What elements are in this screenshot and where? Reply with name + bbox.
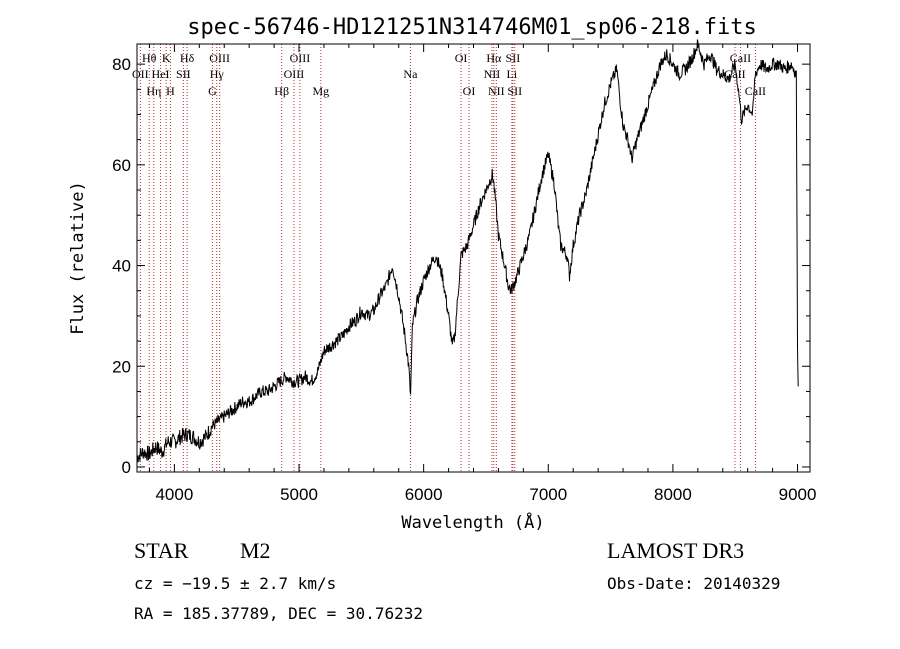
x-tick-label: 9000 [779,485,817,504]
line-label: Li [507,67,518,81]
line-label: SII [507,84,522,98]
line-label: SII [176,67,191,81]
spectrum-line [136,39,799,463]
y-tick-label: 0 [122,458,131,477]
line-label: OI [463,84,476,98]
y-tick-label: 20 [112,357,131,376]
y-axis-ticks: 0 20 40 60 80 [112,55,810,477]
y-tick-label: 40 [112,257,131,276]
y-axis-label: Flux (relative) [68,181,88,335]
obs-date: Obs-Date: 20140329 [607,574,781,593]
line-label: G [208,84,217,98]
x-tick-label: 7000 [529,485,567,504]
line-label: NII [484,67,501,81]
line-label: H [166,84,175,98]
x-axis-ticks: 4000 5000 6000 7000 8000 9000 [148,44,817,504]
object-class: STAR [134,538,189,563]
line-label: CaII [745,84,766,98]
line-label: OIII [290,51,311,65]
line-label: OI [455,51,468,65]
line-label: OII [132,67,149,81]
chart-title: spec-56746-HD121251N314746M01_sp06-218.f… [187,15,757,40]
line-label: Hα [486,51,502,65]
line-label: SII [506,51,521,65]
coordinates: RA = 185.37789, DEC = 30.76232 [134,604,423,623]
line-label: Na [403,67,418,81]
redshift-value: cz = −19.5 ± 2.7 km/s [134,574,337,593]
line-label: Hδ [180,51,195,65]
x-tick-label: 8000 [654,485,692,504]
line-label: Hγ [210,67,225,81]
line-label: Mg [312,84,329,98]
x-axis-label: Wavelength (Å) [401,511,544,533]
line-label: OIII [284,67,305,81]
survey-name: LAMOST DR3 [607,538,745,563]
line-label: CaII [724,67,745,81]
line-label: Hθ [142,51,157,65]
line-label: NII [488,84,505,98]
object-subclass: M2 [240,538,271,563]
y-tick-label: 80 [112,55,131,74]
line-label: OIII [209,51,230,65]
line-label: Hη [146,84,161,98]
line-label: K [162,51,171,65]
x-tick-label: 5000 [280,485,318,504]
line-label: Hβ [274,84,289,98]
emission-line-markers: Hθ OII Hη K HeI H Hδ SII OIII Hγ G Hβ OIII OIII Mg Na OI… [132,44,766,472]
x-tick-label: 4000 [155,485,193,504]
y-tick-label: 60 [112,156,131,175]
line-label: HeI [152,67,170,81]
x-tick-label: 6000 [405,485,443,504]
